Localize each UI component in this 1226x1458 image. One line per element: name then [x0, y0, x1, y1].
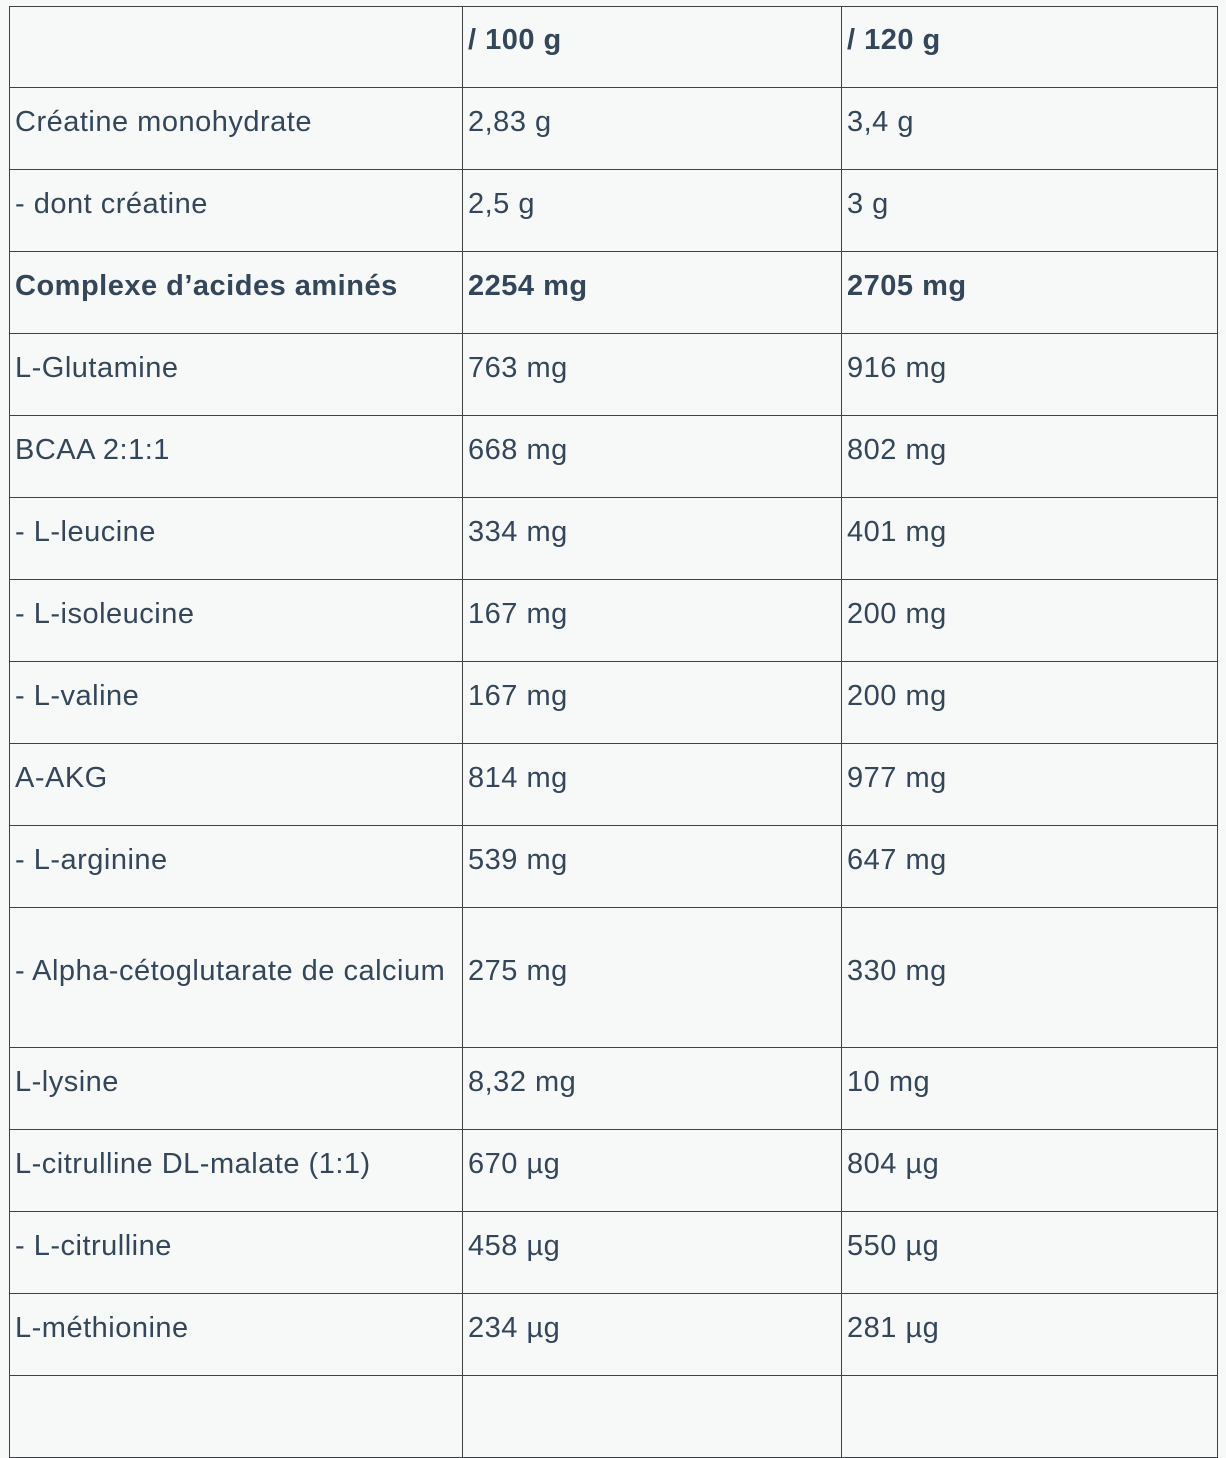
table-row: - L-arginine 539 mg 647 mg — [9, 825, 1218, 908]
table-row: L-méthionine 234 µg 281 µg — [9, 1293, 1218, 1376]
per-100g-column-header: / 100 g — [462, 6, 842, 88]
table-row: - L-isoleucine 167 mg 200 mg — [9, 579, 1218, 662]
ingredient-name-cell: L-citrulline DL-malate (1:1) — [9, 1129, 463, 1212]
table-row: - Alpha-cétoglutarate de calcium 275 mg 33… — [9, 907, 1218, 1048]
per-120g-value-cell: 802 mg — [841, 415, 1218, 498]
per-100g-value-cell: 234 µg — [462, 1293, 842, 1376]
nutrition-table-header: / 100 g / 120 g — [9, 6, 1218, 88]
per-100g-value-cell: 814 mg — [462, 743, 842, 826]
ingredient-name-cell: - Alpha-cétoglutarate de calcium — [9, 907, 463, 1048]
ingredient-name-cell: - dont créatine — [9, 169, 463, 252]
ingredient-name-cell: Créatine monohydrate — [9, 87, 463, 170]
table-row: L-Glutamine 763 mg 916 mg — [9, 333, 1218, 416]
table-row: BCAA 2:1:1 668 mg 802 mg — [9, 415, 1218, 498]
table-row: - L-valine 167 mg 200 mg — [9, 661, 1218, 744]
table-row: L-citrulline DL-malate (1:1) 670 µg 804 µg — [9, 1129, 1218, 1212]
table-row: Complexe d’acides aminés 2254 mg 2705 mg — [9, 251, 1218, 334]
per-120g-value-cell: 3 g — [841, 169, 1218, 252]
per-120g-value-cell: 401 mg — [841, 497, 1218, 580]
table-row: A-AKG 814 mg 977 mg — [9, 743, 1218, 826]
per-120g-value-cell: 330 mg — [841, 907, 1218, 1048]
per-120g-value-cell: 200 mg — [841, 579, 1218, 662]
per-100g-value-cell: 2,83 g — [462, 87, 842, 170]
table-row: - L-citrulline 458 µg 550 µg — [9, 1211, 1218, 1294]
per-120g-value-cell: 10 mg — [841, 1047, 1218, 1130]
nutrition-table-body: Créatine monohydrate 2,83 g 3,4 g- dont cr… — [9, 87, 1218, 1458]
per-120g-value-cell: 977 mg — [841, 743, 1218, 826]
header-row: / 100 g / 120 g — [9, 6, 1218, 88]
ingredient-name-cell: - L-arginine — [9, 825, 463, 908]
per-120g-value-cell: 3,4 g — [841, 87, 1218, 170]
per-100g-value-cell: 167 mg — [462, 661, 842, 744]
per-120g-value-cell: 804 µg — [841, 1129, 1218, 1212]
per-100g-value-cell: 8,32 mg — [462, 1047, 842, 1130]
per-100g-value-cell: 458 µg — [462, 1211, 842, 1294]
table-row: - L-leucine 334 mg 401 mg — [9, 497, 1218, 580]
page: { "colors": { "background": "#f7f8f8", "… — [0, 6, 1226, 1458]
ingredient-column-header — [9, 6, 463, 88]
per-100g-value-cell: 2,5 g — [462, 169, 842, 252]
ingredient-name-cell: Complexe d’acides aminés — [9, 251, 463, 334]
per-100g-value-cell: 763 mg — [462, 333, 842, 416]
per-120g-value-cell: 2705 mg — [841, 251, 1218, 334]
nutrition-table: / 100 g / 120 g Créatine monohydrate 2,83… — [9, 6, 1218, 1458]
table-row: Créatine monohydrate 2,83 g 3,4 g — [9, 87, 1218, 170]
per-120g-value-cell: 200 mg — [841, 661, 1218, 744]
table-row: L-lysine 8,32 mg 10 mg — [9, 1047, 1218, 1130]
per-100g-value-cell: 275 mg — [462, 907, 842, 1048]
per-120g-value-cell: 550 µg — [841, 1211, 1218, 1294]
ingredient-name-cell: L-méthionine — [9, 1293, 463, 1376]
ingredient-name-cell: A-AKG — [9, 743, 463, 826]
per-100g-value-cell: 334 mg — [462, 497, 842, 580]
ingredient-name-cell: L-lysine — [9, 1047, 463, 1130]
ingredient-name-cell: BCAA 2:1:1 — [9, 415, 463, 498]
per-100g-value-cell: 167 mg — [462, 579, 842, 662]
per-100g-value-cell: 539 mg — [462, 825, 842, 908]
per-100g-value-cell: 2254 mg — [462, 251, 842, 334]
ingredient-name-cell: - L-leucine — [9, 497, 463, 580]
ingredient-name-cell: - L-isoleucine — [9, 579, 463, 662]
per-100g-value-cell: 670 µg — [462, 1129, 842, 1212]
per-120g-value-cell: 916 mg — [841, 333, 1218, 416]
per-100g-value-cell: 668 mg — [462, 415, 842, 498]
per-120g-column-header: / 120 g — [841, 6, 1218, 88]
ingredient-name-cell: - L-citrulline — [9, 1211, 463, 1294]
ingredient-name-cell: - L-valine — [9, 661, 463, 744]
per-120g-value-cell: 281 µg — [841, 1293, 1218, 1376]
ingredient-name-cell: L-Glutamine — [9, 333, 463, 416]
per-120g-value-cell: 647 mg — [841, 825, 1218, 908]
